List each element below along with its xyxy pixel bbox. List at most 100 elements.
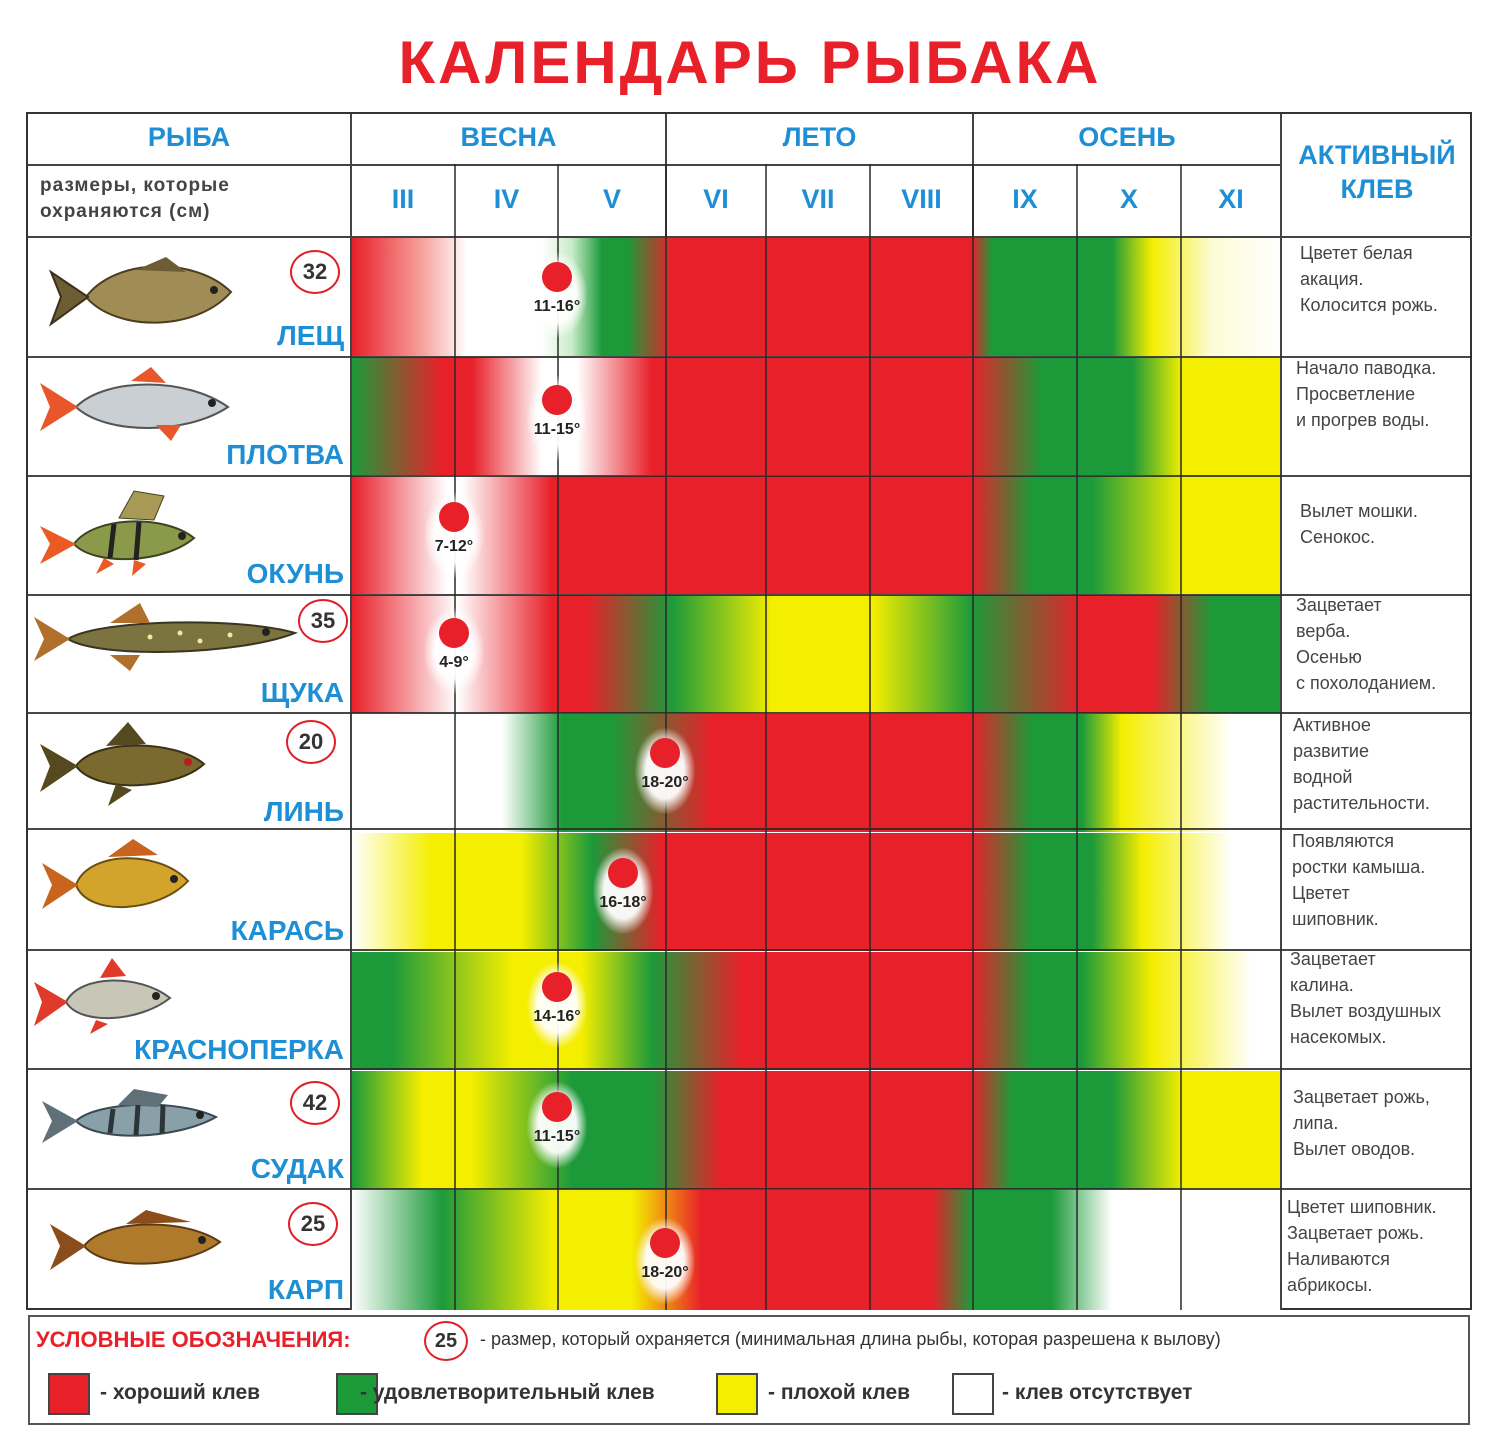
spawn-dot bbox=[542, 1092, 572, 1122]
spawn-temp-label: 16-18° bbox=[599, 894, 647, 911]
header-divider-top bbox=[352, 164, 1281, 166]
fish-name: ЩУКА bbox=[260, 677, 344, 708]
month-label: III bbox=[391, 184, 415, 214]
fish-name: КАРП bbox=[267, 1274, 344, 1305]
spawn-temp-label: 18-20° bbox=[641, 774, 689, 791]
fish-cell-roach: ПЛОТВА bbox=[28, 357, 350, 475]
header-fish: РЫБА bbox=[147, 122, 231, 152]
grid-row bbox=[28, 1068, 1472, 1070]
active-bite-note: Появляются ростки камыша. Цветет шиповни… bbox=[1292, 831, 1426, 929]
header-season-spring: ВЕСНА bbox=[460, 122, 557, 152]
fish-cell-crucian: КАРАСЬ bbox=[28, 833, 350, 951]
active-bite-note: Цветет белая акация. Колосится рожь. bbox=[1300, 243, 1438, 315]
month-label: X bbox=[1119, 184, 1138, 214]
spawn-dot bbox=[542, 972, 572, 1002]
legend-label-good: - хороший клев bbox=[100, 1381, 261, 1404]
bite-band-pike bbox=[352, 595, 1281, 713]
fish-name: КАРАСЬ bbox=[230, 915, 344, 946]
active-bite-note: Начало паводка. Просветление и прогрев в… bbox=[1296, 358, 1437, 430]
grid-col bbox=[1180, 164, 1182, 1310]
bream-icon bbox=[48, 257, 233, 327]
grid-row bbox=[28, 356, 1472, 358]
bite-band-bream bbox=[352, 238, 1281, 356]
rudd-icon bbox=[34, 958, 172, 1034]
zander-icon bbox=[42, 1089, 218, 1143]
fish-name: ЛЕЩ bbox=[277, 320, 344, 351]
legend-badge-text: - размер, который охраняется (минимальна… bbox=[480, 1329, 1221, 1349]
bite-band-carp bbox=[352, 1190, 1281, 1310]
spawn-temp-label: 7-12° bbox=[434, 538, 474, 555]
grid-row bbox=[28, 475, 1472, 477]
active-bite-note: Вылет мошки. Сенокос. bbox=[1300, 501, 1418, 547]
active-bite-note: Активное развитие водной растительности. bbox=[1293, 715, 1430, 813]
fish-name: ОКУНЬ bbox=[246, 558, 344, 589]
bite-band-crucian bbox=[352, 833, 1281, 951]
roach-icon bbox=[40, 367, 230, 441]
month-label: XI bbox=[1218, 184, 1244, 214]
grid-row bbox=[28, 828, 1472, 830]
header-divider-fish bbox=[28, 164, 352, 166]
fish-cell-bream: 32 ЛЕЩ bbox=[28, 238, 350, 356]
protected-size-badge: 35 bbox=[298, 599, 348, 643]
active-bite-note: Зацветает рожь, липа. Вылет оводов. bbox=[1293, 1087, 1430, 1159]
bite-band-rudd bbox=[352, 952, 1281, 1070]
month-label: IV bbox=[493, 184, 520, 214]
perch-icon bbox=[40, 490, 196, 576]
spawn-dot bbox=[439, 618, 469, 648]
active-bite-note: Цветет шиповник. Зацветает рожь. Наливаю… bbox=[1287, 1197, 1437, 1295]
spawn-dot bbox=[542, 262, 572, 292]
active-bite-note: Зацветает верба. Осенью с похолоданием. bbox=[1296, 595, 1437, 693]
spawn-temp-label: 11-15° bbox=[533, 1128, 581, 1145]
legend-swatch-poor bbox=[716, 1373, 758, 1415]
crucian-icon bbox=[42, 839, 190, 909]
bite-band-tench bbox=[352, 714, 1281, 832]
spawn-dot bbox=[650, 1228, 680, 1258]
legend-swatch-good bbox=[48, 1373, 90, 1415]
header-season-autumn: ОСЕНЬ bbox=[1078, 122, 1176, 152]
spawn-dot bbox=[439, 502, 469, 532]
grid-col bbox=[972, 164, 974, 1310]
legend: УСЛОВНЫЕ ОБОЗНАЧЕНИЯ: 25 - размер, котор… bbox=[28, 1315, 1470, 1425]
fish-name: ЛИНЬ bbox=[263, 796, 344, 827]
fish-name: ПЛОТВА bbox=[226, 439, 344, 470]
bite-band-roach bbox=[352, 357, 1281, 475]
carp-icon bbox=[50, 1210, 222, 1270]
bite-band-zander bbox=[352, 1071, 1281, 1189]
month-label: VI bbox=[703, 184, 729, 214]
legend-size-badge: 25 bbox=[424, 1321, 468, 1361]
pike-icon bbox=[34, 603, 298, 671]
fish-cell-rudd: КРАСНОПЕРКА bbox=[28, 952, 350, 1070]
month-label: V bbox=[602, 184, 621, 214]
fish-name: КРАСНОПЕРКА bbox=[134, 1034, 344, 1065]
grid-row bbox=[28, 949, 1472, 951]
grid-col bbox=[557, 164, 559, 1310]
month-label: IX bbox=[1012, 184, 1038, 214]
spawn-dot bbox=[650, 738, 680, 768]
page-title: КАЛЕНДАРЬ РЫБАКА bbox=[398, 29, 1102, 96]
grid-col bbox=[765, 164, 767, 1310]
grid-col bbox=[454, 164, 456, 1310]
spawn-temp-label: 18-20° bbox=[641, 1264, 689, 1281]
fish-cell-pike: 35 ЩУКА bbox=[28, 595, 350, 713]
protected-size-badge: 32 bbox=[290, 250, 340, 294]
protected-size-badge: 42 bbox=[290, 1081, 340, 1125]
spawn-dot bbox=[608, 858, 638, 888]
spawn-dot bbox=[542, 385, 572, 415]
tench-icon bbox=[40, 722, 206, 806]
legend-swatch-none bbox=[952, 1373, 994, 1415]
active-bite-note: Зацветает калина. Вылет воздушных насеко… bbox=[1290, 949, 1441, 1047]
header-sizes-note: размеры, которые охраняются (см) bbox=[40, 175, 230, 222]
fish-cell-perch: ОКУНЬ bbox=[28, 476, 350, 594]
legend-title: УСЛОВНЫЕ ОБОЗНАЧЕНИЯ: bbox=[36, 1327, 351, 1352]
header-divider-bottom bbox=[28, 236, 1472, 238]
grid-row bbox=[28, 712, 1472, 714]
spawn-temp-label: 11-15° bbox=[533, 421, 581, 438]
grid-col bbox=[869, 164, 871, 1310]
header-season-summer: ЛЕТО bbox=[782, 122, 857, 152]
legend-label-none: - клев отсутствует bbox=[1002, 1381, 1193, 1404]
legend-label-poor: - плохой клев bbox=[768, 1381, 911, 1404]
grid-row bbox=[28, 1188, 1472, 1190]
grid-row bbox=[28, 594, 1472, 596]
fish-cell-carp: 25 КАРП bbox=[28, 1190, 350, 1310]
spawn-temp-label: 14-16° bbox=[533, 1008, 581, 1025]
